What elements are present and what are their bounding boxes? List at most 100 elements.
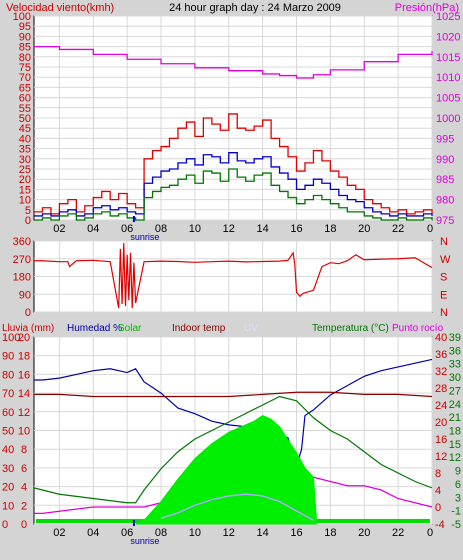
x-tick-label: 22 bbox=[392, 527, 404, 539]
humidity-axis-label: Humedad % bbox=[67, 323, 122, 334]
direction-tick-label: 0 bbox=[25, 307, 31, 319]
x-tick-label: 06 bbox=[121, 527, 133, 539]
x-tick-label: 08 bbox=[155, 223, 167, 235]
temp-tick-label: 8 bbox=[435, 468, 441, 480]
x-tick-label: 02 bbox=[53, 223, 65, 235]
temp-tick-label: -4 bbox=[435, 519, 445, 531]
uv-label: UV bbox=[244, 323, 258, 334]
temp-right-tick-label: 6 bbox=[455, 479, 461, 491]
rain-tick-label: 10 bbox=[18, 426, 30, 438]
temp-tick-label: 32 bbox=[435, 366, 447, 378]
compass-label: E bbox=[440, 289, 447, 301]
temp-right-tick-label: 9 bbox=[455, 466, 461, 478]
sunrise-label: sunrise bbox=[130, 232, 159, 242]
wind-tick-label: 55 bbox=[19, 103, 31, 115]
x-tick-label: 04 bbox=[87, 223, 99, 235]
x-tick-label: 10 bbox=[189, 527, 201, 539]
wind-tick-label: 5 bbox=[25, 205, 31, 217]
pressure-tick-label: 975 bbox=[436, 215, 454, 227]
humidity-tick-label: 80 bbox=[2, 369, 14, 381]
temp-right-tick-label: 24 bbox=[449, 399, 461, 411]
humidity-tick-label: 20 bbox=[2, 482, 14, 494]
solar-label: Solar bbox=[118, 323, 142, 334]
rain-tick-label: 0 bbox=[21, 519, 27, 531]
pressure-tick-label: 985 bbox=[436, 174, 454, 186]
wind-tick-label: 45 bbox=[19, 123, 31, 135]
x-tick-label: 18 bbox=[324, 527, 336, 539]
direction-tick-label: 90 bbox=[19, 289, 31, 301]
direction-tick-label: 180 bbox=[13, 272, 31, 284]
series-wind_low bbox=[34, 168, 433, 221]
x-tick-label: 22 bbox=[392, 223, 404, 235]
x-tick-label: 20 bbox=[358, 223, 370, 235]
pressure-tick-label: 1020 bbox=[436, 31, 460, 43]
compass-label: N bbox=[440, 236, 448, 248]
temp-right-tick-label: 30 bbox=[449, 372, 461, 384]
rain-tick-label: 18 bbox=[18, 351, 30, 363]
temp-right-tick-label: 39 bbox=[449, 332, 461, 344]
rain-tick-label: 2 bbox=[21, 500, 27, 512]
humidity-tick-label: 0 bbox=[2, 519, 8, 531]
temp-right-tick-label: 21 bbox=[449, 412, 461, 424]
x-tick-label: 0 bbox=[427, 223, 433, 235]
temperature-axis-label: Temperatura (°C) bbox=[312, 323, 389, 334]
pressure-tick-label: 1010 bbox=[436, 72, 460, 84]
x-tick-label: 16 bbox=[290, 527, 302, 539]
rain-tick-label: 16 bbox=[18, 369, 30, 381]
x-tick-label: 14 bbox=[257, 223, 269, 235]
x-tick-label: 06 bbox=[121, 223, 133, 235]
x-tick-label: 12 bbox=[223, 223, 235, 235]
pressure-tick-label: 1015 bbox=[436, 52, 460, 64]
temp-tick-label: 20 bbox=[435, 417, 447, 429]
compass-label: W bbox=[440, 254, 451, 266]
series-gust bbox=[34, 113, 433, 215]
temp-tick-label: 0 bbox=[435, 502, 441, 514]
temp-right-tick-label: 33 bbox=[449, 359, 461, 371]
wind-tick-label: 20 bbox=[19, 174, 31, 186]
wind-tick-label: 25 bbox=[19, 164, 31, 176]
wind-tick-label: 95 bbox=[19, 21, 31, 33]
wind-tick-label: 50 bbox=[19, 113, 31, 125]
humidity-tick-label: 70 bbox=[2, 388, 14, 400]
series-temperature bbox=[33, 395, 433, 504]
series-solar bbox=[135, 414, 318, 525]
humidity-tick-label: 10 bbox=[2, 500, 14, 512]
pressure-tick-label: 995 bbox=[436, 133, 454, 145]
series-pressure bbox=[34, 45, 433, 79]
x-tick-label: 0 bbox=[427, 527, 433, 539]
x-tick-label: 02 bbox=[53, 527, 65, 539]
temp-tick-label: 24 bbox=[435, 400, 447, 412]
temp-right-tick-label: 27 bbox=[449, 385, 461, 397]
wind-tick-label: 70 bbox=[19, 72, 31, 84]
sunrise-label: sunrise bbox=[130, 536, 159, 546]
series-uv bbox=[160, 493, 314, 521]
temp-right-tick-label: 12 bbox=[449, 452, 461, 464]
x-tick-label: 14 bbox=[257, 527, 269, 539]
x-tick-label: 20 bbox=[358, 527, 370, 539]
rain-tick-label: 12 bbox=[18, 407, 30, 419]
rain-tick-label: 14 bbox=[18, 388, 30, 400]
wind-speed-axis-label: Velocidad viento(kmh) bbox=[6, 2, 114, 14]
pressure-tick-label: 1005 bbox=[436, 93, 460, 105]
temp-tick-label: 36 bbox=[435, 349, 447, 361]
direction-tick-label: 360 bbox=[13, 236, 31, 248]
wind-tick-label: 80 bbox=[19, 52, 31, 64]
wind-tick-label: 85 bbox=[19, 42, 31, 54]
rain-tick-label: 4 bbox=[21, 482, 27, 494]
humidity-tick-label: 100 bbox=[2, 332, 20, 344]
x-tick-label: 18 bbox=[324, 223, 336, 235]
wind-tick-label: 100 bbox=[13, 11, 31, 23]
temp-right-tick-label: 36 bbox=[449, 345, 461, 357]
wind-tick-label: 15 bbox=[19, 184, 31, 196]
x-tick-label: 16 bbox=[290, 223, 302, 235]
wind-tick-label: 10 bbox=[19, 195, 31, 207]
humidity-tick-label: 40 bbox=[2, 444, 14, 456]
temp-right-tick-label: -1 bbox=[451, 506, 461, 518]
x-tick-label: 10 bbox=[189, 223, 201, 235]
humidity-tick-label: 90 bbox=[2, 351, 14, 363]
rain-tick-label: 6 bbox=[21, 463, 27, 475]
humidity-tick-label: 50 bbox=[2, 426, 14, 438]
pressure-tick-label: 1025 bbox=[436, 11, 460, 23]
